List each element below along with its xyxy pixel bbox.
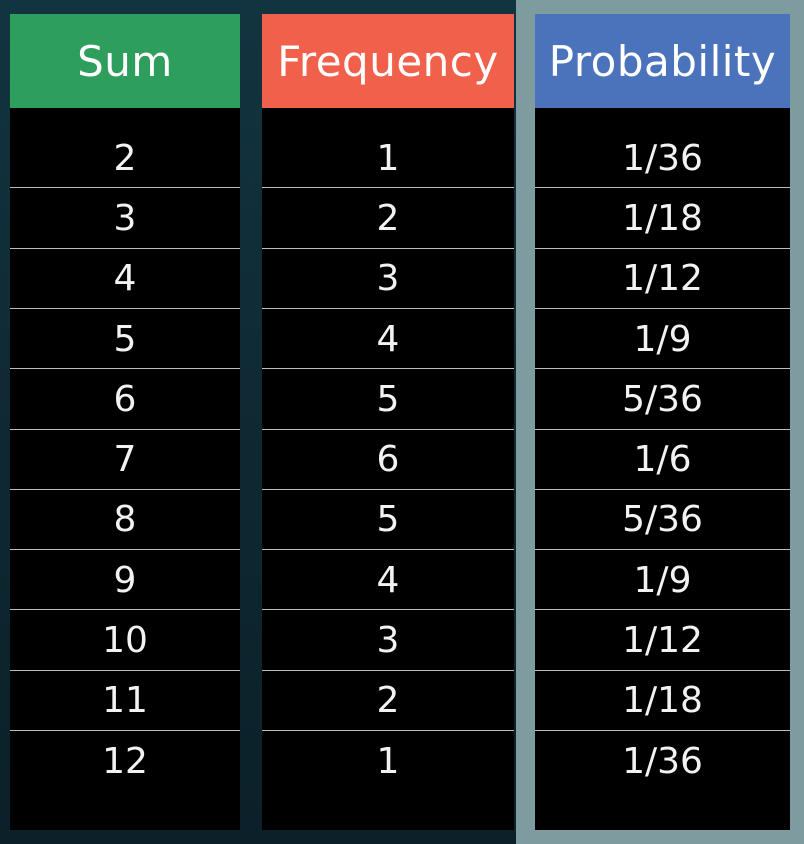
row-divider [262,730,514,731]
probability-header: Probability [535,14,790,108]
row-divider [535,247,790,249]
sum-cell: 8 [113,499,137,541]
sum-cell: 12 [102,740,148,782]
row-divider [262,187,514,189]
sum-cell: 6 [113,378,137,420]
sum-cell: 2 [113,137,137,179]
frequency-cell: 3 [376,258,400,300]
row-divider [262,488,514,490]
sum-cell: 7 [113,439,137,481]
frequency-cell: 6 [376,439,400,481]
probability-cell: 5/36 [622,378,703,420]
row-divider [535,488,790,490]
probability-cell: 1/12 [622,620,703,662]
frequency-cell: 2 [376,197,400,239]
row-divider [10,368,240,370]
row-divider [262,549,514,551]
row-divider [262,368,514,370]
row-divider [262,669,514,671]
row-divider [10,428,240,430]
row-divider [10,730,240,731]
row-divider [10,609,240,611]
sum-cell: 4 [113,258,137,300]
row-divider [10,488,240,490]
sum-cell: 11 [102,680,148,722]
frequency-header: Frequency [262,14,514,108]
frequency-cell: 1 [376,137,400,179]
row-divider [262,609,514,611]
frequency-cell: 4 [376,559,400,601]
probability-cell: 1/18 [622,680,703,722]
probability-cell: 1/36 [622,740,703,782]
sum-cell: 10 [102,620,148,662]
row-divider [262,428,514,430]
frequency-cell: 4 [376,318,400,360]
row-divider [262,307,514,309]
sum-cell: 3 [113,197,137,239]
probability-cell: 1/9 [633,559,692,601]
row-divider [10,187,240,189]
row-divider [535,307,790,309]
frequency-cell: 5 [376,378,400,420]
frequency-cell: 3 [376,620,400,662]
frequency-cell: 2 [376,680,400,722]
probability-cell: 1/12 [622,258,703,300]
row-divider [262,247,514,249]
row-divider [10,247,240,249]
row-divider [535,669,790,671]
row-divider [535,609,790,611]
sum-cell: 9 [113,559,137,601]
probability-cell: 1/6 [633,439,692,481]
row-divider [535,428,790,430]
probability-column [535,14,790,830]
sum-cell: 5 [113,318,137,360]
probability-cell: 1/18 [622,197,703,239]
frequency-cell: 1 [376,740,400,782]
row-divider [535,187,790,189]
row-divider [535,549,790,551]
sum-header: Sum [10,14,240,108]
row-divider [10,669,240,671]
row-divider [10,549,240,551]
row-divider [535,368,790,370]
row-divider [535,730,790,731]
probability-cell: 5/36 [622,499,703,541]
frequency-column [262,14,514,830]
row-divider [10,307,240,309]
probability-cell: 1/9 [633,318,692,360]
frequency-cell: 5 [376,499,400,541]
sum-column [10,14,240,830]
probability-cell: 1/36 [622,137,703,179]
